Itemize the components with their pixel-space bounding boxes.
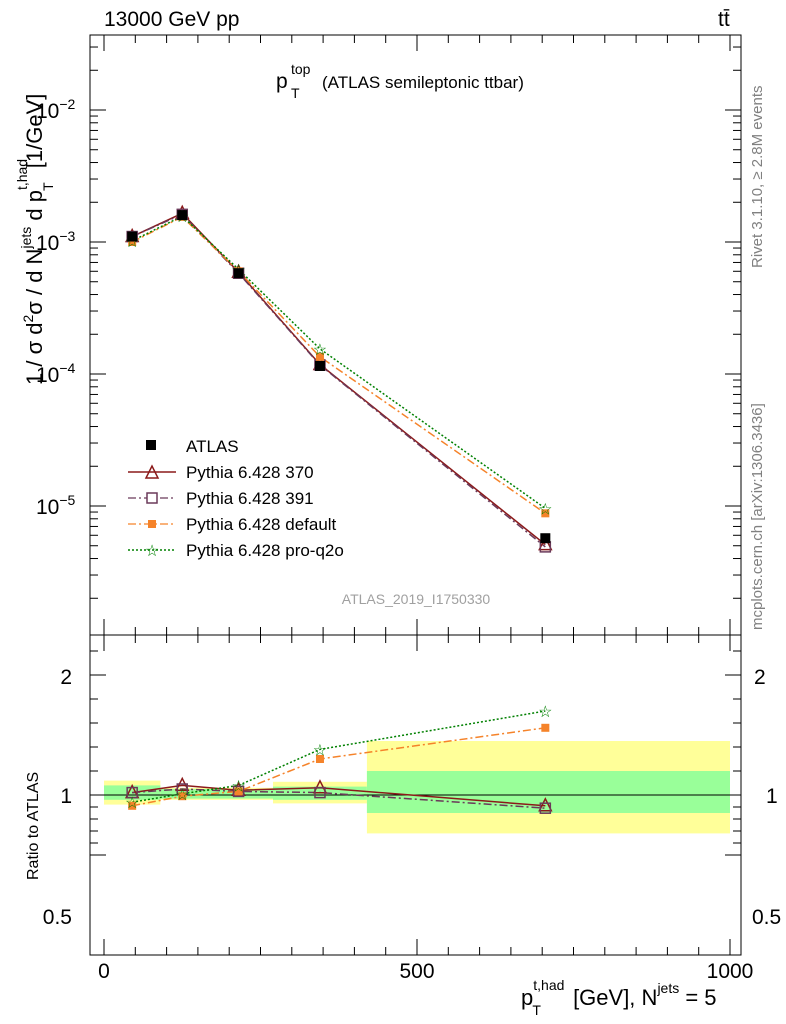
energy-label: 13000 GeV pp xyxy=(104,8,239,31)
ratio-series-line-3 xyxy=(132,710,546,803)
ratio-y-tick-1-right: 1 xyxy=(766,785,778,808)
ratio-point-2-0 xyxy=(128,801,137,810)
ratio-point-1-4 xyxy=(539,802,552,814)
atlas-point-0 xyxy=(127,231,138,242)
main-point-3-4: ☆ xyxy=(538,501,552,518)
title-sub: T xyxy=(291,85,300,101)
ratio-point-1-3 xyxy=(314,786,326,799)
ratio-y-tick-2-right: 2 xyxy=(754,666,766,689)
atlas-point-1 xyxy=(177,210,188,221)
y-tick-1e-5: 10−5 xyxy=(36,492,76,519)
x-tick-500: 500 xyxy=(399,960,434,983)
ratio-y-tick-2: 2 xyxy=(60,666,72,689)
ratio-point-2-4 xyxy=(541,723,550,732)
band-inner-0 xyxy=(104,785,161,800)
rivet-label: Rivet 3.1.10, ≥ 2.8M events xyxy=(749,86,766,269)
legend-391-label: Pythia 6.428 391 xyxy=(186,489,314,508)
main-point-2-4 xyxy=(541,509,550,518)
ratio-series-layer: ☆ ☆ ☆ ☆ ☆ xyxy=(124,704,553,814)
title-symbol: p xyxy=(276,70,288,93)
analysis-id: ATLAS_2019_I1750330 xyxy=(342,591,491,607)
ratio-point-1-0 xyxy=(126,786,138,799)
legend-370-marker xyxy=(144,464,160,479)
main-point-2-0 xyxy=(128,238,137,246)
main-x-ticks xyxy=(103,35,731,635)
main-series-layer: ☆☆☆☆☆ xyxy=(124,204,553,553)
ratio-ticks xyxy=(90,635,741,955)
legend-default-label: Pythia 6.428 default xyxy=(186,515,337,534)
ratio-point-2-2 xyxy=(234,787,243,796)
ratio-y-axis-label: Ratio to ATLAS xyxy=(25,772,42,880)
atlas-point-3 xyxy=(314,360,325,371)
ratio-y-tick-0.5: 0.5 xyxy=(43,906,72,929)
legend-atlas-marker xyxy=(146,440,156,450)
ratio-point-3-3: ☆ xyxy=(313,742,327,759)
main-title: p top T (ATLAS semileptonic ttbar) xyxy=(276,61,524,101)
main-point-0-4 xyxy=(538,535,553,551)
x-axis-label: pt,had T [GeV], Njets = 5 xyxy=(521,977,717,1018)
legend-atlas-label: ATLAS xyxy=(186,437,239,456)
x-tick-1000: 1000 xyxy=(707,960,754,983)
ratio-point-3-4: ☆ xyxy=(538,704,552,721)
ratio-point-2-3 xyxy=(315,755,324,763)
atlas-point-4 xyxy=(540,533,551,544)
ratio-point-3-1: ☆ xyxy=(175,787,189,804)
ratio-point-0-4 xyxy=(538,797,553,812)
legend: ATLAS Pythia 6.428 370 Pythia 6.428 391 … xyxy=(128,437,344,560)
main-series-line-1 xyxy=(131,213,546,548)
ratio-series-line-1 xyxy=(132,788,546,809)
ratio-y-tick-1: 1 xyxy=(60,785,72,808)
main-point-3-3: ☆ xyxy=(313,342,327,359)
atlas-point-2 xyxy=(233,268,244,279)
x-tick-0: 0 xyxy=(98,960,110,983)
y-tick-1e-2: 10−2 xyxy=(36,96,76,123)
ratio-point-3-2: ☆ xyxy=(231,778,245,795)
legend-391-marker xyxy=(146,492,158,504)
main-point-2-3 xyxy=(315,352,324,361)
ratio-bands xyxy=(104,741,730,834)
title-text: (ATLAS semileptonic ttbar) xyxy=(322,73,524,92)
legend-q2o-label: Pythia 6.428 pro-q2o xyxy=(186,541,344,560)
main-y-ticks xyxy=(90,46,741,599)
ratio-point-2-1 xyxy=(178,792,187,801)
legend-q2o-marker: ☆ xyxy=(145,543,159,560)
legend-default-marker xyxy=(148,520,156,528)
ratio-y-tick-0.5-right: 0.5 xyxy=(752,906,781,929)
ratio-point-3-0: ☆ xyxy=(125,795,139,812)
ratio-point-0-3 xyxy=(312,779,328,794)
legend-370-label: Pythia 6.428 370 xyxy=(186,463,314,482)
title-sup: top xyxy=(291,61,311,77)
ratio-point-1-2 xyxy=(232,785,245,798)
process-label: tt̄ xyxy=(718,8,730,31)
mcplots-label: mcplots.cern.ch [arXiv:1306.3436] xyxy=(749,403,766,630)
